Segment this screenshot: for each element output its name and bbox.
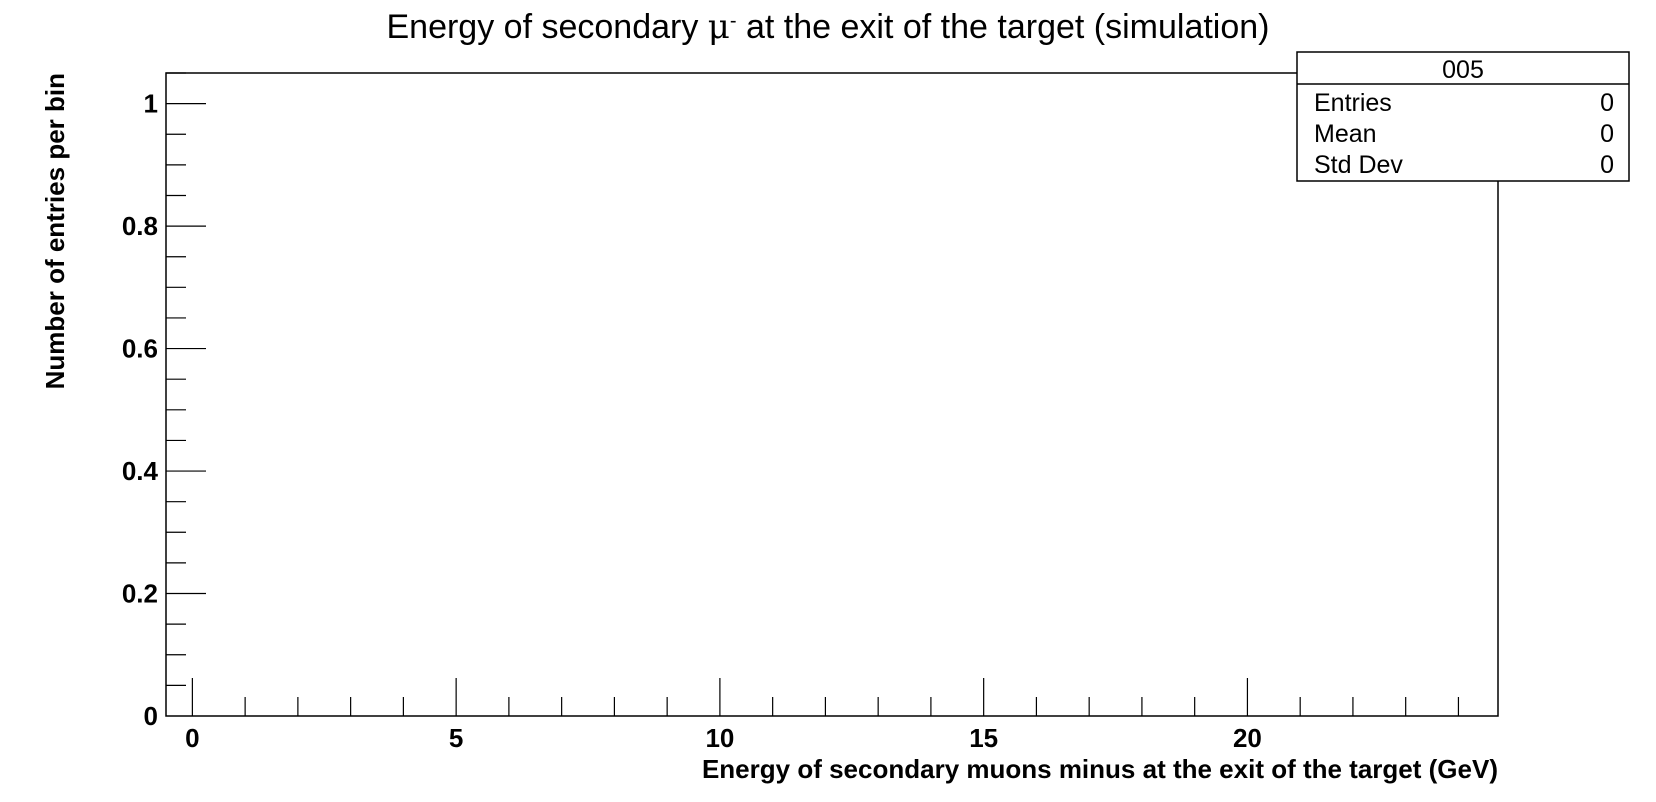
- y-tick-label: 0.2: [122, 579, 158, 609]
- y-tick-label: 0: [144, 701, 158, 731]
- plot-frame: [165, 72, 1499, 717]
- stats-stddev-label: Std Dev: [1314, 151, 1403, 179]
- stats-entries-label: Entries: [1314, 89, 1392, 117]
- x-axis: 0 5 10 15 20: [185, 678, 1460, 753]
- x-tick-label: 0: [185, 723, 199, 753]
- x-tick-label: 5: [449, 723, 463, 753]
- x-tick-label: 15: [969, 723, 998, 753]
- x-tick-label: 10: [705, 723, 734, 753]
- chart-title-suffix: at the exit of the target (simulation): [737, 8, 1270, 46]
- x-axis-title: Energy of secondary muons minus at the e…: [702, 754, 1498, 784]
- y-tick-label: 0.4: [122, 456, 159, 486]
- stats-mean-label: Mean: [1314, 120, 1377, 148]
- stats-entries-value: 0: [1600, 89, 1614, 117]
- stats-box-frame: [1296, 51, 1630, 182]
- stats-mean-value: 0: [1600, 120, 1614, 148]
- stats-box: 005 Entries 0 Mean 0 Std Dev 0: [1296, 51, 1630, 182]
- y-tick-label: 0.8: [122, 211, 158, 241]
- y-axis-title: Number of entries per bin: [40, 73, 70, 389]
- chart-title-prefix: Energy of secondary: [386, 8, 707, 46]
- y-tick-label: 1: [144, 89, 158, 119]
- stats-box-name: 005: [1442, 56, 1484, 84]
- chart-title-superscript: -: [730, 10, 737, 32]
- y-tick-label: 0.6: [122, 334, 158, 364]
- chart-title-symbol: μ: [708, 7, 730, 47]
- chart-title: Energy of secondary μ- at the exit of th…: [386, 7, 1269, 47]
- stats-stddev-value: 0: [1600, 151, 1614, 179]
- y-axis: 0 0.2 0.4 0.6 0.8 1: [122, 72, 206, 731]
- x-tick-label: 20: [1233, 723, 1262, 753]
